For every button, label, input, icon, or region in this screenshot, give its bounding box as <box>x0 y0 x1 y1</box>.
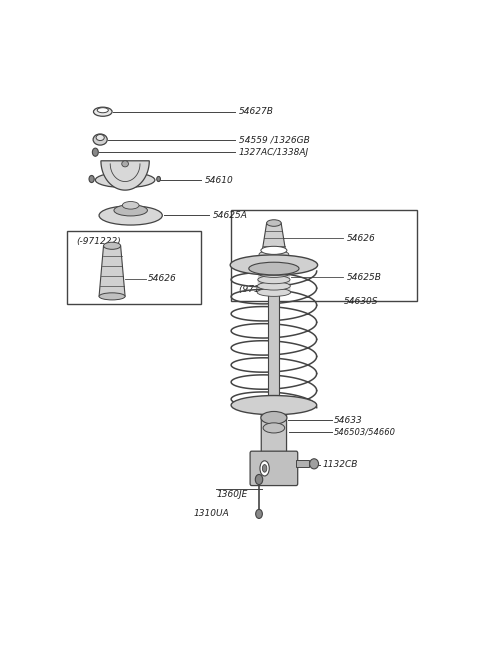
Ellipse shape <box>259 250 289 258</box>
Ellipse shape <box>263 423 285 433</box>
Text: 546503/54660: 546503/54660 <box>334 428 396 436</box>
Ellipse shape <box>122 161 129 167</box>
FancyBboxPatch shape <box>250 451 298 486</box>
Ellipse shape <box>92 148 98 156</box>
Bar <box>67 231 202 304</box>
Ellipse shape <box>255 474 263 485</box>
Text: 54559 /1326GB: 54559 /1326GB <box>239 135 309 144</box>
Ellipse shape <box>93 134 107 145</box>
Polygon shape <box>101 161 149 190</box>
Ellipse shape <box>259 257 289 265</box>
Ellipse shape <box>114 205 147 216</box>
Bar <box>296 461 309 467</box>
Ellipse shape <box>231 396 317 415</box>
Ellipse shape <box>261 246 287 254</box>
Ellipse shape <box>97 108 108 113</box>
Text: 1327AC/1338AJ: 1327AC/1338AJ <box>239 148 309 156</box>
Ellipse shape <box>96 172 155 188</box>
Ellipse shape <box>263 464 267 472</box>
Text: 54630S: 54630S <box>344 297 378 306</box>
Text: 54610: 54610 <box>205 175 234 185</box>
Ellipse shape <box>104 242 120 249</box>
Text: 54626: 54626 <box>347 234 375 242</box>
Ellipse shape <box>230 255 318 275</box>
Text: 54625A: 54625A <box>213 211 247 220</box>
Text: 54633: 54633 <box>334 416 363 425</box>
Text: (-971222): (-971222) <box>77 237 121 246</box>
Ellipse shape <box>99 206 162 225</box>
FancyBboxPatch shape <box>261 403 287 455</box>
Polygon shape <box>262 223 286 254</box>
Ellipse shape <box>99 293 125 300</box>
Polygon shape <box>99 246 125 296</box>
Ellipse shape <box>258 263 289 271</box>
Ellipse shape <box>122 202 139 209</box>
Ellipse shape <box>310 459 319 469</box>
Text: 1310UA: 1310UA <box>194 509 229 518</box>
Ellipse shape <box>258 276 290 284</box>
Text: 54627B: 54627B <box>239 107 274 116</box>
Ellipse shape <box>89 175 94 183</box>
Ellipse shape <box>262 250 286 257</box>
Text: 1132CB: 1132CB <box>323 461 359 469</box>
Ellipse shape <box>260 461 269 476</box>
Ellipse shape <box>261 411 287 424</box>
Ellipse shape <box>94 107 112 116</box>
Text: (971222 ): (971222 ) <box>239 285 283 294</box>
Polygon shape <box>257 254 291 292</box>
Ellipse shape <box>96 135 104 141</box>
Ellipse shape <box>267 219 281 226</box>
Ellipse shape <box>256 509 263 518</box>
Text: 54626: 54626 <box>147 274 176 283</box>
Text: 1360JE: 1360JE <box>216 490 248 499</box>
Text: 54625B: 54625B <box>347 273 381 282</box>
Ellipse shape <box>156 177 160 181</box>
Bar <box>268 263 279 413</box>
Ellipse shape <box>257 282 290 290</box>
Ellipse shape <box>257 288 291 296</box>
Bar <box>231 210 417 302</box>
Ellipse shape <box>249 262 299 275</box>
Ellipse shape <box>258 269 290 277</box>
